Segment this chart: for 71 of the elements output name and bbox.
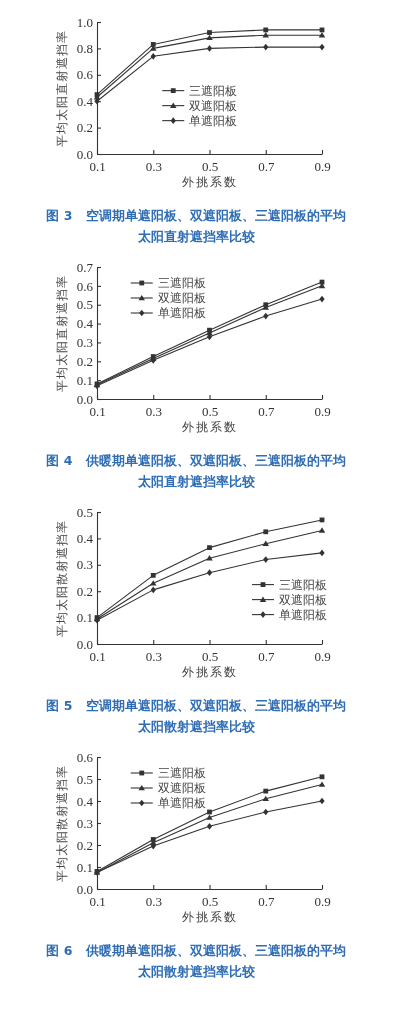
legend-label: 三遮阳板 <box>189 83 238 98</box>
legend-label: 三遮阳板 <box>157 276 206 291</box>
y-tick-label: 0.4 <box>76 93 94 109</box>
x-tick-label: 0.9 <box>314 649 331 665</box>
y-axis-title: 平均太阳直射遮挡率 <box>55 29 69 147</box>
legend-label: 单遮阳板 <box>189 113 238 128</box>
x-axis-title: 外挑系数 <box>181 910 238 924</box>
text: 图 6 供暖期单遮阳板、双遮阳板、三遮阳板的平均太阳散射遮挡率比较 <box>46 943 346 979</box>
x-tick-label: 0.9 <box>314 159 331 175</box>
x-tick-label: 0.1 <box>89 159 106 175</box>
y-tick-label: 0.5 <box>76 297 93 313</box>
x-tick-label: 0.3 <box>145 894 162 910</box>
y-axis-title: 平均太阳散射遮挡率 <box>55 519 69 637</box>
x-tick-label: 0.7 <box>258 649 275 665</box>
y-tick-label: 0.4 <box>76 793 94 809</box>
x-tick-label: 0.3 <box>145 159 162 175</box>
y-tick-label: 0.8 <box>76 41 93 57</box>
legend-label: 三遮阳板 <box>157 766 206 781</box>
y-tick-label: 0.0 <box>76 391 93 407</box>
y-tick-label: 0.7 <box>76 259 94 275</box>
y-tick-label: 0.5 <box>76 504 93 520</box>
y-tick-label: 0.3 <box>76 557 93 573</box>
text: 图 3 空调期单遮阳板、双遮阳板、三遮阳板的平均太阳直射遮挡率比较 <box>46 208 346 244</box>
x-axis-title: 外挑系数 <box>181 665 238 679</box>
y-tick-label: 0.6 <box>76 278 94 294</box>
y-tick-label: 0.4 <box>76 316 94 332</box>
y-tick-label: 0.0 <box>76 146 93 162</box>
x-tick-label: 0.7 <box>258 404 275 420</box>
x-tick-label: 0.1 <box>89 404 106 420</box>
y-tick-label: 0.6 <box>76 67 94 83</box>
y-tick-label: 0.1 <box>76 610 93 626</box>
y-tick-label: 1.0 <box>76 14 93 30</box>
y-tick-label: 0.2 <box>76 120 93 136</box>
y-tick-label: 0.4 <box>76 531 94 547</box>
y-tick-label: 0.1 <box>76 372 93 388</box>
y-tick-label: 0.0 <box>76 636 93 652</box>
y-tick-label: 0.2 <box>76 837 93 853</box>
y-tick-label: 0.3 <box>76 335 93 351</box>
legend-label: 单遮阳板 <box>157 306 206 321</box>
y-tick-label: 0.5 <box>76 771 93 787</box>
y-tick-label: 0.2 <box>76 353 93 369</box>
x-axis-title: 外挑系数 <box>181 175 238 189</box>
x-tick-label: 0.9 <box>314 404 331 420</box>
x-tick-label: 0.1 <box>89 894 106 910</box>
text: 图 5 空调期单遮阳板、双遮阳板、三遮阳板的平均太阳散射遮挡率比较 <box>46 698 346 734</box>
y-axis-title: 平均太阳散射遮挡率 <box>55 764 69 882</box>
legend-label: 双遮阳板 <box>189 98 238 113</box>
x-tick-label: 0.1 <box>89 649 106 665</box>
x-tick-label: 0.5 <box>201 159 219 175</box>
x-tick-label: 0.7 <box>258 894 275 910</box>
x-axis-title: 外挑系数 <box>181 420 238 434</box>
x-tick-label: 0.5 <box>201 649 219 665</box>
x-tick-label: 0.5 <box>201 404 219 420</box>
legend-label: 单遮阳板 <box>157 796 206 811</box>
legend-label: 双遮阳板 <box>157 781 206 796</box>
x-tick-label: 0.3 <box>145 404 162 420</box>
y-tick-label: 0.1 <box>76 859 93 875</box>
y-tick-label: 0.0 <box>76 881 93 897</box>
legend-label: 单遮阳板 <box>279 607 327 622</box>
x-tick-label: 0.7 <box>258 159 275 175</box>
text: 图 4 供暖期单遮阳板、双遮阳板、三遮阳板的平均太阳直射遮挡率比较 <box>46 453 346 489</box>
y-tick-label: 0.3 <box>76 815 93 831</box>
x-tick-label: 0.3 <box>145 649 162 665</box>
x-tick-label: 0.5 <box>201 894 219 910</box>
legend-label: 双遮阳板 <box>279 592 327 607</box>
y-tick-label: 0.2 <box>76 583 93 599</box>
y-axis-title: 平均太阳直射遮挡率 <box>55 274 69 392</box>
legend-label: 三遮阳板 <box>279 577 327 592</box>
x-tick-label: 0.9 <box>314 894 331 910</box>
y-tick-label: 0.6 <box>76 749 94 765</box>
legend-label: 双遮阳板 <box>157 291 206 306</box>
